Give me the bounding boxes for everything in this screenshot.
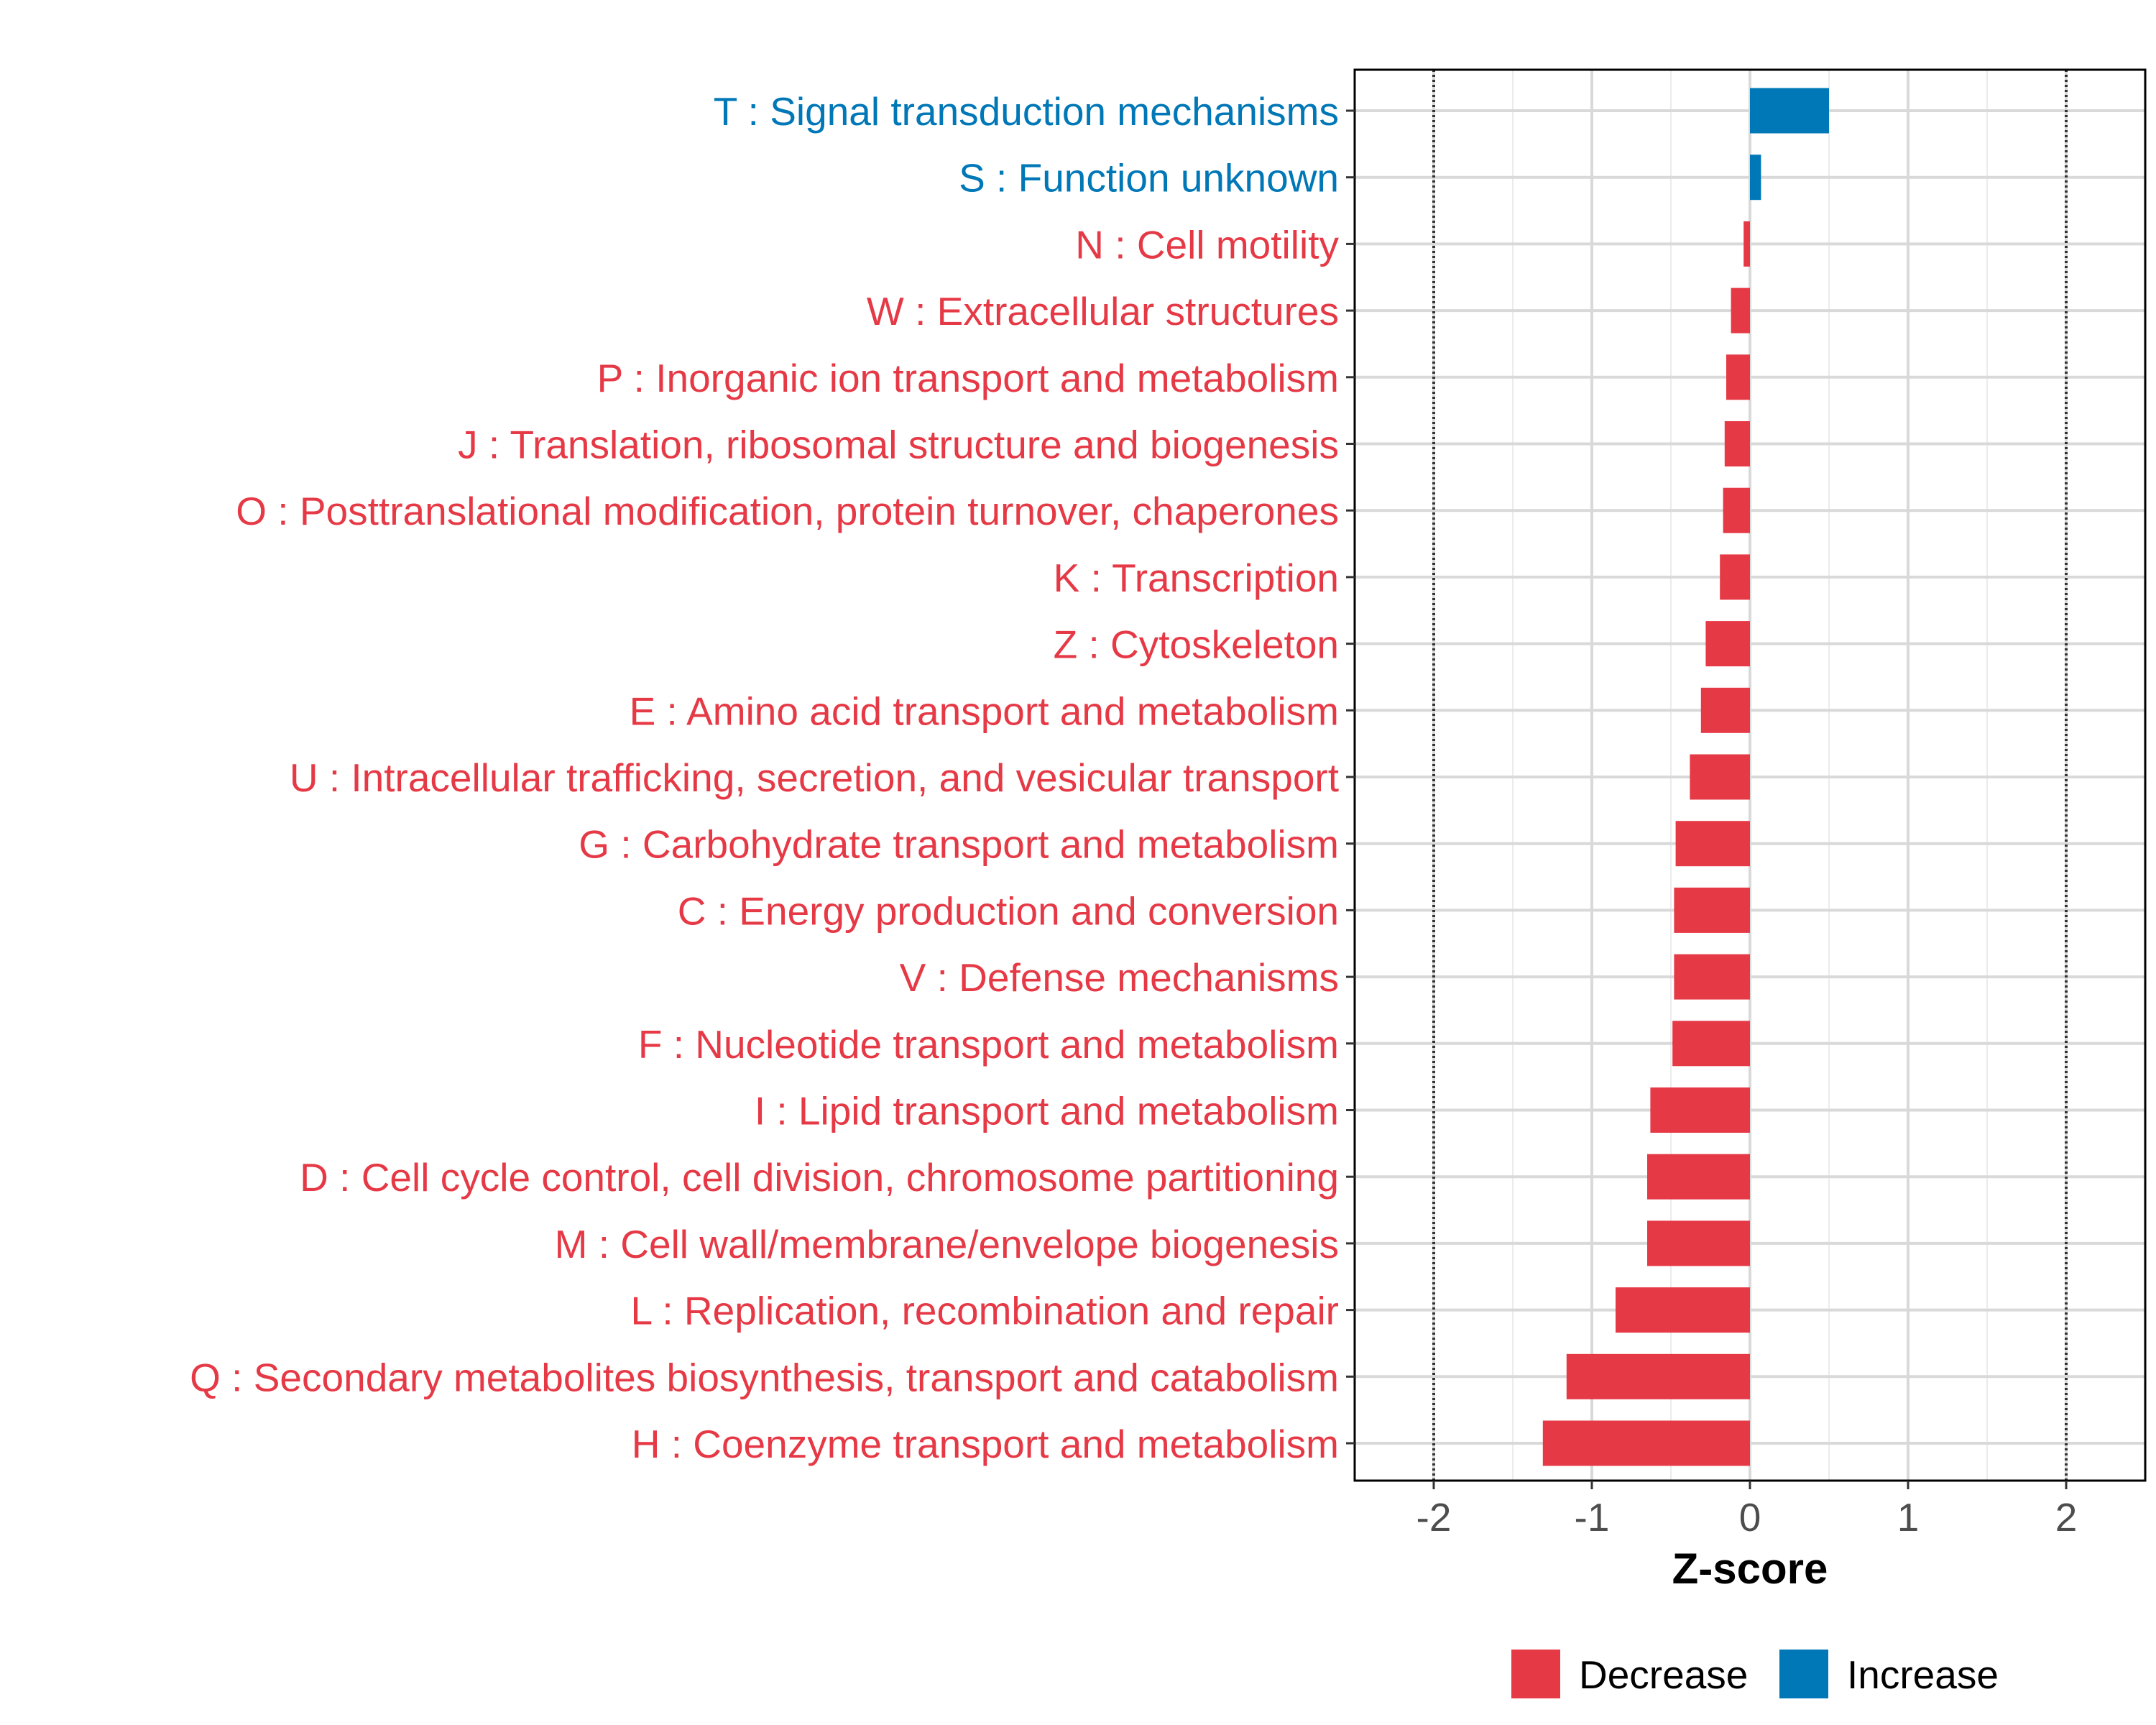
category-label: F : Nucleotide transport and metabolism	[638, 1022, 1339, 1067]
bar-l	[1616, 1287, 1750, 1333]
category-label: U : Intracellular trafficking, secretion…	[290, 755, 1339, 800]
category-label: H : Coenzyme transport and metabolism	[632, 1422, 1339, 1466]
bar-e	[1700, 687, 1750, 733]
bar-h	[1542, 1420, 1750, 1466]
category-label: E : Amino acid transport and metabolism	[630, 689, 1339, 733]
bar-p	[1726, 354, 1750, 400]
bar-g	[1675, 821, 1750, 867]
bar-m	[1647, 1220, 1750, 1266]
category-label: J : Translation, ribosomal structure and…	[458, 423, 1339, 467]
bar-c	[1674, 887, 1750, 933]
y-axis-ticks	[1346, 109, 1355, 1445]
x-axis-ticks: -2 -1 0 1 2	[1416, 1481, 2078, 1540]
category-label: Z : Cytoskeleton	[1054, 622, 1339, 667]
bar-z	[1705, 621, 1750, 667]
bar-t	[1750, 88, 1829, 134]
legend-label-decrease: Decrease	[1579, 1652, 1748, 1697]
category-label: Q : Secondary metabolites biosynthesis, …	[190, 1355, 1339, 1399]
bar-k	[1720, 554, 1750, 600]
legend-swatch-decrease	[1511, 1650, 1560, 1698]
legend-swatch-increase	[1779, 1650, 1828, 1698]
bar-q	[1566, 1353, 1750, 1399]
category-label: P : Inorganic ion transport and metaboli…	[597, 356, 1339, 400]
bar-n	[1743, 221, 1750, 267]
category-label: V : Defense mechanisms	[900, 955, 1339, 1000]
x-tick-label: -1	[1575, 1495, 1610, 1540]
x-tick-label: 2	[2055, 1495, 2078, 1540]
bars	[1542, 88, 1829, 1466]
category-label: T : Signal transduction mechanisms	[714, 89, 1339, 134]
x-tick-label: -2	[1416, 1495, 1452, 1540]
category-label: N : Cell motility	[1075, 222, 1339, 267]
bar-u	[1690, 754, 1750, 800]
category-label: O : Posttranslational modification, prot…	[236, 489, 1339, 533]
bar-j	[1724, 421, 1750, 466]
category-label: C : Energy production and conversion	[678, 888, 1339, 933]
bar-s	[1750, 155, 1761, 201]
bar-o	[1723, 487, 1750, 533]
category-label: W : Extracellular structures	[867, 289, 1339, 334]
legend: Decrease Increase	[1511, 1650, 1999, 1698]
category-label: S : Function unknown	[959, 156, 1339, 201]
y-axis-labels: T : Signal transduction mechanisms S : Fu…	[190, 89, 1339, 1466]
bar-f	[1672, 1021, 1750, 1067]
category-label: M : Cell wall/membrane/envelope biogenes…	[555, 1222, 1339, 1266]
category-label: D : Cell cycle control, cell division, c…	[300, 1155, 1339, 1200]
x-tick-label: 0	[1739, 1495, 1761, 1540]
x-tick-label: 1	[1897, 1495, 1920, 1540]
x-axis-title: Z-score	[1672, 1545, 1828, 1593]
bar-w	[1731, 288, 1750, 334]
legend-label-increase: Increase	[1847, 1652, 1999, 1697]
category-label: G : Carbohydrate transport and metabolis…	[579, 822, 1339, 867]
bar-v	[1674, 954, 1750, 1000]
bar-d	[1647, 1154, 1750, 1200]
category-label: K : Transcription	[1054, 556, 1339, 600]
bar-i	[1650, 1087, 1750, 1133]
reference-lines	[1432, 70, 2068, 1481]
category-label: L : Replication, recombination and repai…	[631, 1289, 1339, 1333]
category-label: I : Lipid transport and metabolism	[755, 1089, 1339, 1133]
